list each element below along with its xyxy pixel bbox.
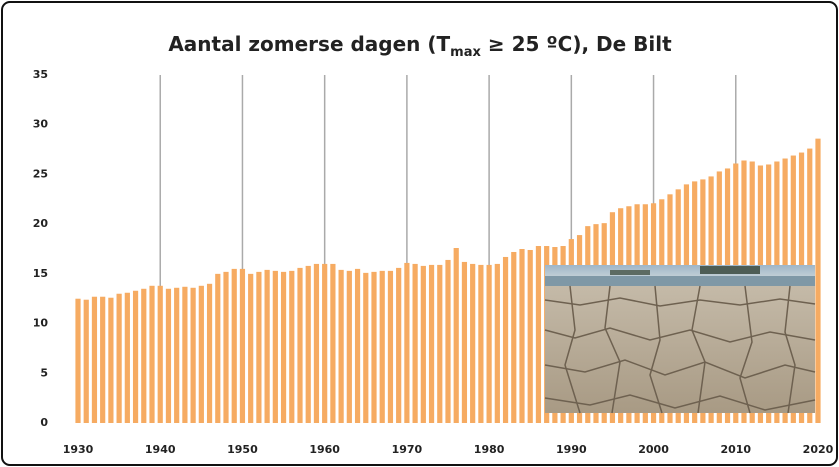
y-tick-label: 20 bbox=[33, 217, 49, 230]
x-tick-label: 2000 bbox=[638, 443, 669, 456]
bar bbox=[157, 285, 163, 423]
bar bbox=[124, 292, 130, 423]
bar bbox=[297, 267, 303, 423]
bar bbox=[91, 296, 98, 423]
bar bbox=[264, 269, 270, 423]
bar bbox=[239, 268, 246, 423]
bar bbox=[75, 298, 81, 423]
bar bbox=[313, 263, 320, 423]
x-tick-label: 1940 bbox=[145, 443, 176, 456]
bar bbox=[494, 263, 500, 423]
y-tick-label: 0 bbox=[40, 416, 48, 429]
bar bbox=[346, 270, 352, 423]
bar bbox=[338, 269, 344, 423]
bar bbox=[305, 265, 311, 423]
bar bbox=[412, 263, 418, 423]
bar bbox=[280, 271, 287, 423]
bar bbox=[461, 261, 468, 423]
bar bbox=[371, 271, 377, 423]
bar bbox=[322, 263, 328, 423]
bar bbox=[437, 264, 443, 423]
bar bbox=[108, 297, 114, 423]
bar bbox=[420, 265, 426, 423]
x-tick-label: 1960 bbox=[309, 443, 340, 456]
bar bbox=[486, 264, 492, 423]
bar bbox=[815, 138, 821, 424]
x-tick-label: 2010 bbox=[720, 443, 751, 456]
bar bbox=[379, 270, 385, 423]
y-tick-label: 25 bbox=[33, 167, 48, 180]
bar bbox=[535, 246, 542, 423]
photo-inset bbox=[544, 265, 816, 414]
bar bbox=[363, 272, 369, 423]
title-text: ≥ 25 ºC), De Bilt bbox=[481, 32, 672, 56]
bar bbox=[256, 271, 262, 423]
bar bbox=[198, 285, 204, 423]
bar bbox=[527, 249, 533, 423]
x-tick-label: 1980 bbox=[474, 443, 505, 456]
bar bbox=[223, 271, 229, 423]
title-subscript: max bbox=[450, 45, 481, 60]
bar bbox=[231, 268, 237, 423]
bar bbox=[182, 286, 188, 423]
bar bbox=[190, 287, 196, 423]
bar bbox=[248, 273, 254, 423]
bar bbox=[165, 288, 172, 423]
x-tick-label: 1930 bbox=[63, 443, 94, 456]
bar bbox=[215, 273, 221, 423]
bar bbox=[404, 262, 410, 423]
y-tick-label: 10 bbox=[33, 317, 49, 330]
x-tick-label: 1970 bbox=[392, 443, 423, 456]
y-tick-label: 15 bbox=[33, 267, 48, 280]
x-tick-label: 2020 bbox=[803, 443, 834, 456]
bar bbox=[132, 290, 139, 423]
x-tick-label: 1950 bbox=[227, 443, 258, 456]
bar bbox=[272, 270, 278, 423]
bar bbox=[453, 248, 459, 423]
bar bbox=[502, 256, 509, 423]
y-tick-label: 30 bbox=[33, 118, 49, 131]
bar bbox=[428, 264, 435, 423]
title-text: Aantal zomerse dagen (T bbox=[168, 32, 450, 56]
chart-title: Aantal zomerse dagen (Tmax ≥ 25 ºC), De … bbox=[168, 32, 672, 61]
bar bbox=[478, 264, 484, 423]
bar bbox=[354, 268, 361, 423]
bar bbox=[511, 251, 517, 423]
y-tick-label: 35 bbox=[33, 68, 48, 81]
bar bbox=[445, 259, 451, 423]
bar bbox=[149, 285, 155, 423]
bar bbox=[396, 267, 402, 423]
bar bbox=[387, 270, 394, 423]
bar bbox=[519, 249, 525, 423]
bar bbox=[330, 263, 336, 423]
y-tick-label: 5 bbox=[40, 366, 48, 379]
bar bbox=[83, 299, 89, 423]
bar bbox=[141, 288, 147, 423]
bar bbox=[470, 263, 476, 423]
bar bbox=[100, 296, 106, 423]
bar bbox=[116, 293, 122, 423]
bar bbox=[174, 287, 180, 423]
bar bbox=[289, 270, 295, 423]
x-tick-label: 1990 bbox=[556, 443, 587, 456]
bar bbox=[206, 283, 213, 423]
